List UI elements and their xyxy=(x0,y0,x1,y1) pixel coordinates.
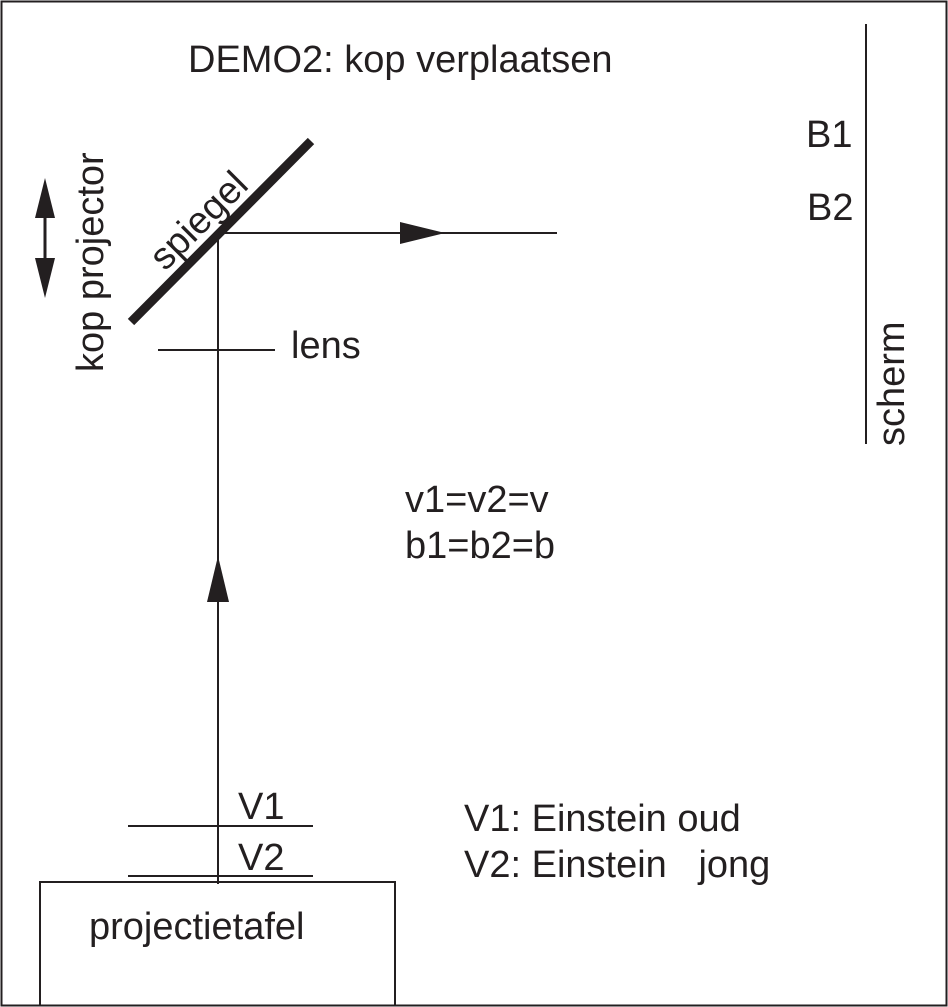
screen-label: scherm xyxy=(871,321,913,446)
head-label: kop projector xyxy=(70,152,112,372)
up-arrow-icon xyxy=(207,556,229,602)
diagram-title: DEMO2: kop verplaatsen xyxy=(188,39,613,81)
right-arrow-icon xyxy=(400,222,445,244)
projection-table xyxy=(39,881,396,1005)
object-v1-label: V1 xyxy=(238,786,284,828)
table-label: projectietafel xyxy=(89,906,304,948)
legend-v1: V1: Einstein oud xyxy=(464,798,741,840)
equation-v: v1=v2=v xyxy=(405,479,549,521)
object-v2-label: V2 xyxy=(238,837,284,879)
mirror-label: spiegel xyxy=(142,164,257,279)
image-b2-label: B2 xyxy=(807,187,853,229)
lens-label: lens xyxy=(291,325,361,367)
legend-v2: V2: Einstein jong xyxy=(464,844,770,886)
image-b1-label: B1 xyxy=(806,114,852,156)
equation-b: b1=b2=b xyxy=(405,525,555,567)
mirror xyxy=(127,137,315,326)
head-move-arrow-icon xyxy=(35,178,55,298)
